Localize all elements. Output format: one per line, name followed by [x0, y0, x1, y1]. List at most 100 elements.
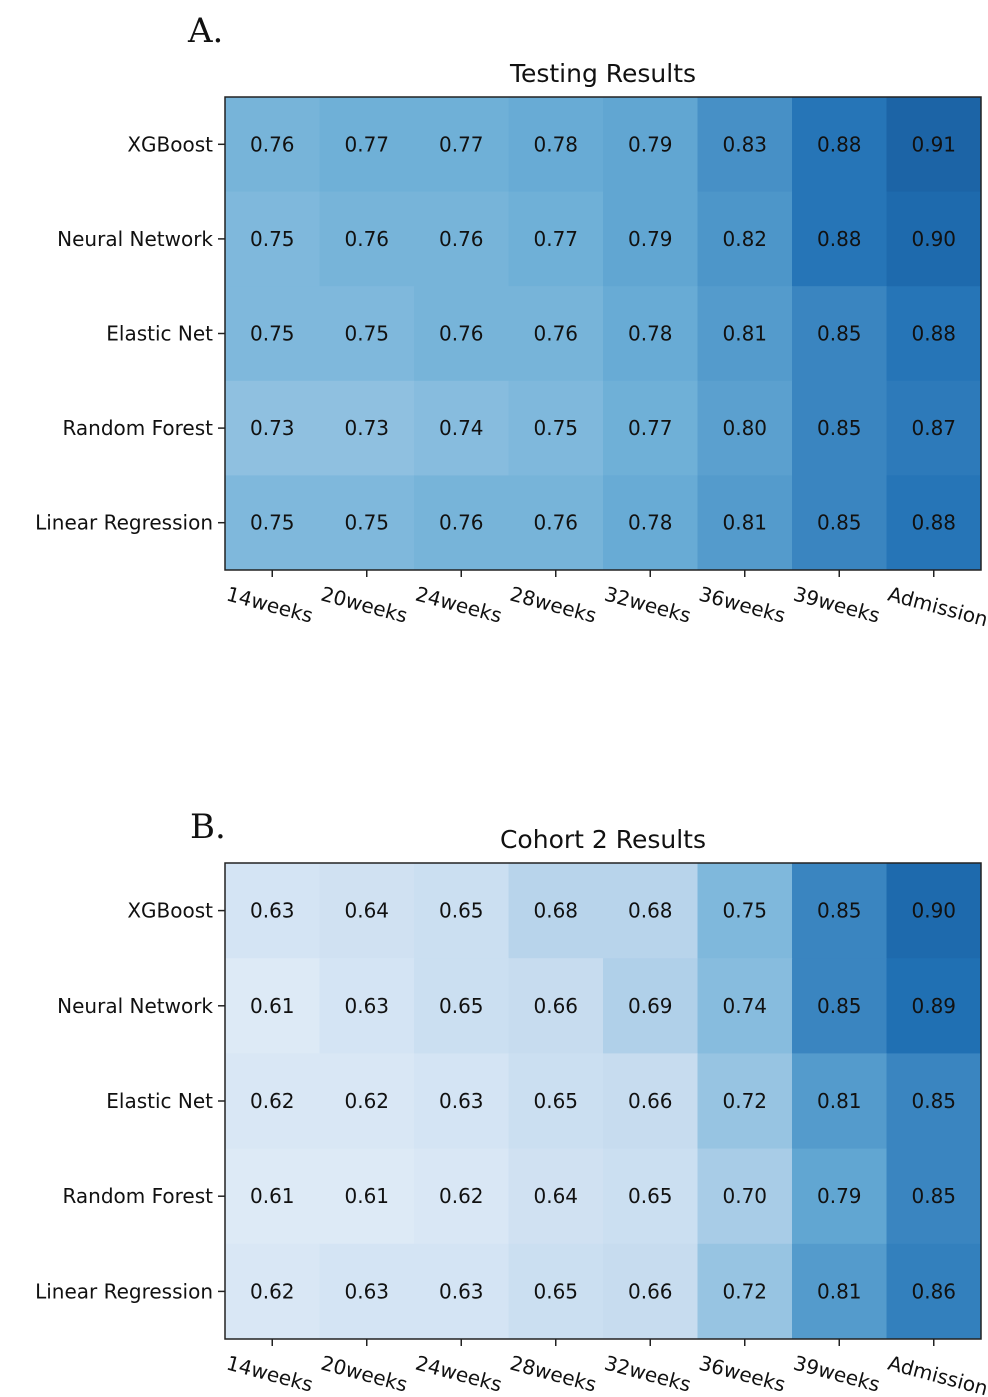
- cell-value-label: 0.63: [344, 994, 389, 1018]
- heatmap-cell: [886, 380, 982, 476]
- cell-value-label: 0.91: [911, 132, 956, 156]
- heatmap-cell: [508, 475, 604, 571]
- heatmap-cell: [508, 191, 604, 287]
- x-tick-label: 36weeks: [696, 582, 788, 628]
- heatmap-cell: [792, 475, 887, 571]
- cell-value-label: 0.62: [250, 1089, 295, 1113]
- cell-value-label: 0.66: [533, 994, 578, 1018]
- heatmap-cell: [508, 958, 604, 1054]
- heatmap-cell: [319, 1148, 415, 1245]
- cell-value-label: 0.80: [722, 416, 767, 440]
- heatmap-cell: [225, 1053, 320, 1150]
- y-tick-label: XGBoost: [127, 132, 213, 156]
- cell-value-label: 0.61: [250, 1184, 295, 1208]
- heatmap-cell: [886, 191, 982, 287]
- heatmap-cell: [319, 97, 415, 193]
- heatmap-cell: [792, 958, 887, 1054]
- heatmap-cell: [603, 97, 698, 193]
- heatmap-cell: [508, 97, 604, 193]
- heatmap-cell: [225, 191, 320, 287]
- heatmap-cell: [886, 863, 982, 959]
- cell-value-label: 0.68: [533, 899, 578, 923]
- heatmap-cell: [603, 191, 698, 287]
- heatmap-cell: [319, 475, 415, 571]
- cell-value-label: 0.63: [439, 1089, 484, 1113]
- heatmap-cell: [697, 475, 793, 571]
- heatmap-cell: [508, 1148, 604, 1245]
- cell-value-label: 0.81: [722, 322, 767, 346]
- cell-value-label: 0.76: [439, 511, 484, 535]
- cell-value-label: 0.77: [628, 416, 673, 440]
- cell-value-label: 0.78: [628, 511, 673, 535]
- cell-value-label: 0.65: [533, 1089, 578, 1113]
- x-tick-label: 39weeks: [791, 1351, 883, 1397]
- heatmap-cell: [697, 191, 793, 287]
- heatmap-cell: [603, 380, 698, 476]
- heatmap-cell: [414, 863, 509, 959]
- x-tick-label: 28weeks: [507, 1351, 599, 1397]
- cell-value-label: 0.78: [628, 322, 673, 346]
- cell-value-label: 0.66: [628, 1089, 673, 1113]
- cell-value-label: 0.62: [439, 1184, 484, 1208]
- heatmap-cell: [319, 1243, 415, 1340]
- cell-value-label: 0.89: [911, 994, 956, 1018]
- cell-value-label: 0.76: [344, 227, 389, 251]
- cell-value-label: 0.61: [344, 1184, 389, 1208]
- cell-value-label: 0.90: [911, 899, 956, 923]
- cell-value-label: 0.70: [722, 1184, 767, 1208]
- heatmap-cell: [225, 97, 320, 193]
- cell-value-label: 0.65: [439, 994, 484, 1018]
- cell-value-label: 0.85: [817, 511, 862, 535]
- cell-value-label: 0.85: [817, 416, 862, 440]
- heatmap-cell: [225, 958, 320, 1054]
- heatmap-cell: [603, 863, 698, 959]
- cell-value-label: 0.61: [250, 994, 295, 1018]
- heatmap-cell: [225, 380, 320, 476]
- heatmap-cell: [225, 1243, 320, 1340]
- heatmap-cell: [414, 191, 509, 287]
- cell-value-label: 0.81: [817, 1279, 862, 1303]
- cell-value-label: 0.76: [533, 511, 578, 535]
- heatmap-cell: [414, 475, 509, 571]
- cell-value-label: 0.63: [439, 1279, 484, 1303]
- heatmap-cell: [603, 1243, 698, 1340]
- cell-value-label: 0.73: [250, 416, 295, 440]
- heatmap-cell: [886, 1053, 982, 1150]
- x-tick-label: 36weeks: [696, 1351, 788, 1397]
- cell-value-label: 0.88: [911, 322, 956, 346]
- cell-value-label: 0.87: [911, 416, 956, 440]
- heatmap-cell: [792, 191, 887, 287]
- heatmap-cell: [319, 286, 415, 382]
- cell-value-label: 0.76: [439, 322, 484, 346]
- cell-value-label: 0.77: [533, 227, 578, 251]
- chart-title: Testing Results: [509, 59, 696, 88]
- heatmap-cell: [697, 863, 793, 959]
- heatmap-cell: [225, 475, 320, 571]
- heatmap-cell: [697, 1053, 793, 1150]
- cell-value-label: 0.76: [533, 322, 578, 346]
- heatmap-cell: [697, 958, 793, 1054]
- heatmap-cell: [414, 1053, 509, 1150]
- heatmap-cell: [697, 1148, 793, 1245]
- x-tick-label: 14weeks: [224, 582, 316, 628]
- x-tick-label: 24weeks: [413, 582, 505, 628]
- cell-value-label: 0.69: [628, 994, 673, 1018]
- heatmap-cell: [508, 286, 604, 382]
- heatmap-cell: [603, 1053, 698, 1150]
- cell-value-label: 0.83: [722, 132, 767, 156]
- heatmap-cell: [792, 286, 887, 382]
- heatmap-cell: [225, 286, 320, 382]
- heatmap-cell: [414, 97, 509, 193]
- heatmap-cell: [414, 286, 509, 382]
- heatmap-panel-0: A. Testing Results 0.76 0.77 0.77 0.78 0.79 0.8…: [35, 11, 988, 631]
- cell-value-label: 0.75: [250, 227, 295, 251]
- cell-value-label: 0.85: [817, 322, 862, 346]
- x-tick-label: 32weeks: [602, 582, 694, 628]
- cell-value-label: 0.85: [911, 1184, 956, 1208]
- cell-value-label: 0.79: [628, 227, 673, 251]
- cell-value-label: 0.78: [533, 132, 578, 156]
- cell-value-label: 0.79: [817, 1184, 862, 1208]
- cell-value-label: 0.85: [911, 1089, 956, 1113]
- cell-value-label: 0.63: [250, 899, 295, 923]
